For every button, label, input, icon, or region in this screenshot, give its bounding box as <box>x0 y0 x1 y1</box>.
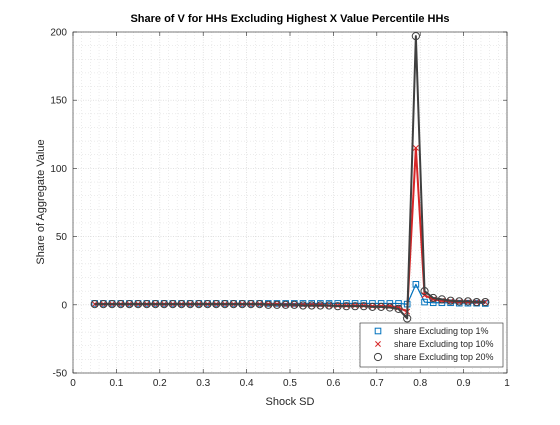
data-point <box>160 300 169 309</box>
data-point <box>351 302 360 311</box>
x-axis-label: Shock SD <box>266 396 315 408</box>
data-point <box>429 293 438 303</box>
data-point <box>212 300 221 309</box>
x-tick-label: 0.7 <box>370 378 384 389</box>
data-point <box>134 300 143 309</box>
series-line-3 <box>94 35 486 320</box>
data-point <box>377 302 386 311</box>
data-point <box>246 300 256 309</box>
data-point <box>403 314 412 323</box>
data-point <box>446 296 455 305</box>
data-point <box>151 300 160 309</box>
data-point <box>307 301 316 310</box>
data-point <box>272 300 282 309</box>
data-point <box>107 300 117 309</box>
data-point <box>264 300 273 309</box>
data-point <box>177 300 186 309</box>
x-tick-label: 0.3 <box>196 378 210 389</box>
data-point <box>194 300 203 309</box>
data-point-stroke-b <box>412 144 419 151</box>
data-point <box>437 295 446 304</box>
data-point <box>238 300 247 309</box>
data-point <box>142 300 151 309</box>
data-point <box>99 300 108 309</box>
x-axis-ticks: 0 0.1 0.2 0.3 0.4 0.5 0.6 0.7 0.8 0.9 1 <box>70 32 510 389</box>
data-point <box>482 300 489 307</box>
legend-label-top-20: share Excluding top 20% <box>394 352 494 362</box>
data-point <box>186 300 195 309</box>
data-point <box>394 304 403 313</box>
data-point <box>316 301 325 310</box>
data-point <box>411 31 420 41</box>
data-point <box>282 300 289 307</box>
data-point <box>125 300 134 309</box>
y-axis-ticks: -50 0 50 100 150 200 <box>50 28 507 380</box>
data-point <box>203 300 212 309</box>
data-point <box>255 300 264 309</box>
data-point <box>342 302 351 311</box>
x-tick-label: 0.9 <box>457 378 471 389</box>
data-point <box>412 281 420 288</box>
y-tick-label: 200 <box>50 28 67 39</box>
data-point <box>229 300 238 309</box>
data-point <box>359 302 368 311</box>
y-tick-label: 0 <box>61 300 67 311</box>
y-tick-label: 150 <box>50 96 67 107</box>
series-3 <box>90 31 490 323</box>
data-point <box>168 300 177 309</box>
data-point <box>481 297 490 307</box>
y-tick-label: -50 <box>53 369 68 380</box>
legend-marker-2 <box>375 341 381 347</box>
x-tick-label: 0.4 <box>240 378 254 389</box>
legend-label-top-10: share Excluding top 10% <box>394 339 494 349</box>
data-point <box>368 302 377 311</box>
y-tick-label: 100 <box>50 164 67 175</box>
data-point <box>324 301 334 310</box>
legend-marker-1 <box>374 327 382 335</box>
x-tick-label: 0.5 <box>283 378 297 389</box>
data-point <box>291 300 298 307</box>
data-point <box>298 301 308 310</box>
data-point <box>116 300 125 309</box>
legend-marker-3 <box>373 352 383 362</box>
data-point <box>421 298 428 306</box>
data-point <box>420 287 429 296</box>
data-point <box>290 300 299 309</box>
series-layer <box>90 31 490 323</box>
data-point <box>395 300 402 307</box>
x-tick-label: 0.6 <box>326 378 340 389</box>
data-point <box>90 300 99 309</box>
y-axis-label: Share of Aggregate Value <box>35 139 47 264</box>
x-tick-label: 0.8 <box>413 378 427 389</box>
data-point <box>220 300 229 309</box>
data-point <box>412 144 419 151</box>
chart-title: Share of V for HHs Excluding Highest X V… <box>130 13 449 25</box>
legend-label-top-1: share Excluding top 1% <box>394 326 489 336</box>
legend-marker-2-stroke-b <box>375 341 381 347</box>
data-point <box>281 300 290 309</box>
x-tick-label: 1 <box>504 378 510 389</box>
data-point <box>385 303 394 312</box>
y-tick-label: 50 <box>56 232 68 243</box>
x-tick-label: 0 <box>70 378 76 389</box>
data-point <box>333 302 342 311</box>
x-tick-label: 0.2 <box>153 378 167 389</box>
x-tick-label: 0.1 <box>109 378 123 389</box>
data-point <box>463 297 473 306</box>
legend-box <box>359 322 504 368</box>
data-point <box>472 297 481 307</box>
legend: share Excluding top 1% share Excluding t… <box>359 322 504 368</box>
data-point <box>455 297 464 306</box>
legend-markers <box>373 327 383 362</box>
